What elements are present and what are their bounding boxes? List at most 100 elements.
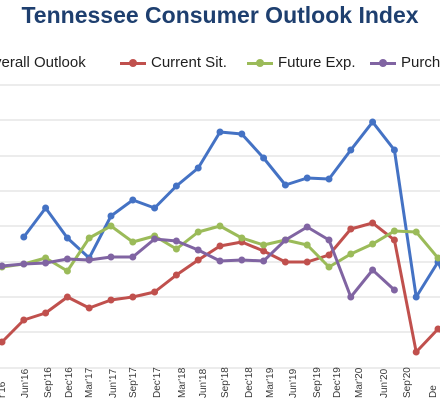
legend-item-purch: Purch [370,54,440,71]
point-overall-outlook-15 [347,146,355,154]
point-purch-3 [63,255,71,263]
x-tick-15: Dec'19 [332,367,343,398]
point-overall-outlook-8 [194,164,202,172]
series-line-current-sit [0,221,440,354]
point-purch-6 [129,253,137,261]
point-overall-outlook-1 [42,204,50,212]
legend: verall Outlook Current Sit. Future Exp. … [0,54,440,80]
point-overall-outlook-12 [281,181,289,189]
point-future-exp-11 [238,234,246,242]
point-overall-outlook-16 [369,118,377,126]
point-future-exp-18 [390,227,398,235]
legend-label-purch: Purch [401,54,440,71]
point-current-sit-20 [434,325,440,333]
point-future-exp-2 [42,254,50,262]
x-tick-10: Sep'18 [220,367,231,398]
x-tick-0: r'16 [0,381,8,398]
point-current-sit-2 [42,309,50,317]
legend-label-overall: verall Outlook [0,54,86,71]
legend-swatch-current [120,56,146,70]
point-future-exp-12 [260,241,268,249]
series-current-sit [0,219,440,356]
x-tick-11: Dec'18 [244,367,255,398]
x-tick-5: Jun'17 [108,368,119,398]
point-current-sit-5 [107,296,115,304]
point-purch-1 [20,260,28,268]
point-purch-8 [172,237,180,245]
legend-swatch-future [247,56,273,70]
point-current-sit-8 [172,271,180,279]
point-overall-outlook-10 [238,130,246,138]
point-future-exp-5 [107,222,115,230]
chart-title: Tennessee Consumer Outlook Index [21,2,419,28]
point-current-sit-15 [325,251,333,259]
point-overall-outlook-9 [216,128,224,136]
point-purch-0 [0,262,6,270]
point-overall-outlook-14 [325,175,333,183]
series-line-overall-outlook [22,120,440,299]
legend-label-future: Future Exp. [278,54,356,71]
point-current-sit-17 [369,219,377,227]
point-future-exp-17 [369,240,377,248]
x-tick-14: Sep'19 [312,367,323,398]
legend-label-current: Current Sit. [151,54,227,71]
point-purch-9 [194,246,202,254]
x-tick-6: Sep'17 [128,367,139,398]
point-purch-18 [390,286,398,294]
point-overall-outlook-2 [63,234,71,242]
point-purch-14 [303,223,311,231]
point-current-sit-4 [85,304,93,312]
x-tick-3: Dec'16 [64,367,75,398]
x-tick-4: Mar'17 [84,367,95,398]
point-purch-10 [216,257,224,265]
point-future-exp-3 [63,267,71,275]
x-tick-2: Sep'16 [43,367,54,398]
point-future-exp-8 [172,245,180,253]
x-tick-13: Jun'19 [288,368,299,398]
series-purch [0,223,398,301]
point-overall-outlook-6 [151,204,159,212]
point-current-sit-7 [151,288,159,296]
point-future-exp-19 [412,228,420,236]
point-current-sit-9 [194,256,202,264]
point-overall-outlook-4 [107,212,115,220]
point-current-sit-18 [390,236,398,244]
point-future-exp-16 [347,250,355,258]
point-overall-outlook-11 [260,154,268,162]
point-current-sit-6 [129,293,137,301]
point-current-sit-1 [20,316,28,324]
point-purch-4 [85,256,93,264]
point-future-exp-15 [325,263,333,271]
point-current-sit-3 [63,293,71,301]
point-purch-15 [325,236,333,244]
point-purch-12 [260,257,268,265]
x-tick-9: Jun'18 [198,368,209,398]
x-tick-1: Jun'16 [20,368,31,398]
x-tick-8: Mar'18 [177,367,188,398]
point-future-exp-20 [434,254,440,262]
x-tick-12: Mar'19 [265,367,276,398]
point-overall-outlook-18 [412,293,420,301]
legend-swatch-purch [370,56,396,70]
x-tick-17: Jun'20 [379,368,390,398]
point-overall-outlook-7 [172,182,180,190]
point-future-exp-4 [85,234,93,242]
point-purch-11 [238,256,246,264]
point-overall-outlook-5 [129,196,137,204]
point-current-sit-10 [216,242,224,250]
point-future-exp-10 [216,222,224,230]
legend-item-overall: verall Outlook [0,54,86,71]
point-current-sit-16 [347,225,355,233]
point-future-exp-6 [129,238,137,246]
legend-item-current: Current Sit. [120,54,227,71]
x-axis-ticks: r'16 Jun'16 Sep'16 Dec'16 Mar'17 Jun'17 Sep'17… [0,367,439,398]
x-tick-16: Mar'20 [354,367,365,398]
legend-item-future: Future Exp. [247,54,356,71]
x-tick-7: Dec'17 [152,367,163,398]
point-purch-7 [151,235,159,243]
point-current-sit-12 [260,247,268,255]
point-purch-2 [42,259,50,267]
point-current-sit-0 [0,338,6,346]
point-purch-16 [347,293,355,301]
point-purch-5 [107,253,115,261]
